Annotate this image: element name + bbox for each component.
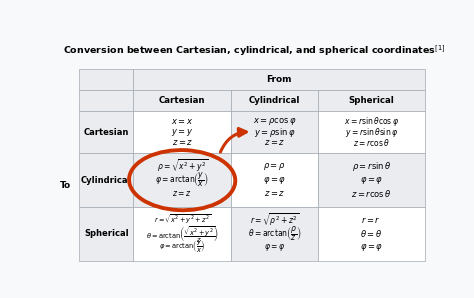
Bar: [133, 111, 231, 153]
Text: $x = \rho\cos\varphi$: $x = \rho\cos\varphi$: [253, 116, 296, 127]
Text: Cylindrical: Cylindrical: [249, 96, 300, 105]
Text: $\theta = \theta$: $\theta = \theta$: [360, 228, 383, 239]
Bar: [231, 111, 318, 153]
Text: $z = r\cos\theta$: $z = r\cos\theta$: [351, 188, 392, 199]
Bar: [231, 207, 318, 261]
Text: $\varphi = \varphi$: $\varphi = \varphi$: [360, 242, 383, 253]
Text: To: To: [60, 181, 71, 190]
Text: $r = \sqrt{x^2+y^2+z^2}$: $r = \sqrt{x^2+y^2+z^2}$: [154, 213, 211, 227]
Bar: [231, 90, 318, 111]
Text: Cylindrical: Cylindrical: [81, 176, 131, 185]
Bar: [231, 153, 318, 207]
Text: $\varphi = \varphi$: $\varphi = \varphi$: [263, 175, 286, 186]
Bar: [133, 69, 425, 90]
Text: $\rho = \sqrt{x^2+y^2}$: $\rho = \sqrt{x^2+y^2}$: [156, 158, 208, 176]
Text: $y = \rho\sin\varphi$: $y = \rho\sin\varphi$: [254, 126, 295, 139]
Text: $y = y$: $y = y$: [171, 127, 193, 138]
Text: $\varphi = \arctan\!\left(\dfrac{y}{x}\right)$: $\varphi = \arctan\!\left(\dfrac{y}{x}\r…: [155, 171, 209, 189]
Bar: [133, 207, 231, 261]
Bar: [80, 207, 133, 261]
Text: $\theta = \arctan\!\left(\dfrac{\sqrt{x^2+y^2}}{z}\right)$: $\theta = \arctan\!\left(\dfrac{\sqrt{x^…: [146, 224, 219, 244]
Text: $x = x$: $x = x$: [171, 117, 193, 126]
Text: Spherical: Spherical: [348, 96, 394, 105]
Bar: [318, 90, 425, 111]
Text: $\varphi = \varphi$: $\varphi = \varphi$: [360, 175, 383, 186]
Text: $r = \sqrt{\rho^2+z^2}$: $r = \sqrt{\rho^2+z^2}$: [250, 212, 299, 229]
Text: $z = r\cos\theta$: $z = r\cos\theta$: [353, 137, 390, 148]
Text: Cartesian: Cartesian: [159, 96, 205, 105]
Text: $x = r\sin\theta\cos\varphi$: $x = r\sin\theta\cos\varphi$: [344, 115, 399, 128]
Text: Cartesian: Cartesian: [83, 128, 129, 137]
Bar: [318, 153, 425, 207]
Bar: [318, 111, 425, 153]
Bar: [80, 153, 133, 207]
Text: $z = z$: $z = z$: [264, 189, 285, 198]
Text: $z = z$: $z = z$: [264, 138, 285, 147]
Text: $z = z$: $z = z$: [173, 189, 192, 198]
Text: $\varphi = \arctan\!\left(\dfrac{y}{x}\right)$: $\varphi = \arctan\!\left(\dfrac{y}{x}\r…: [159, 239, 205, 255]
Text: $y = r\sin\theta\sin\varphi$: $y = r\sin\theta\sin\varphi$: [345, 126, 398, 139]
Text: Conversion between Cartesian, cylindrical, and spherical coordinates$^{[1]}$: Conversion between Cartesian, cylindrica…: [63, 44, 445, 58]
Bar: [133, 90, 231, 111]
Text: $r = r$: $r = r$: [362, 215, 381, 225]
Text: Spherical: Spherical: [84, 229, 128, 238]
Text: From: From: [266, 75, 292, 84]
Bar: [80, 69, 133, 90]
Text: $z = z$: $z = z$: [172, 138, 193, 147]
Text: $\varphi = \varphi$: $\varphi = \varphi$: [264, 242, 285, 253]
Bar: [133, 153, 231, 207]
Text: $\rho = r\sin\theta$: $\rho = r\sin\theta$: [352, 160, 391, 173]
Bar: [80, 111, 133, 153]
Text: $\rho = \rho$: $\rho = \rho$: [263, 161, 286, 172]
Bar: [80, 90, 133, 111]
Text: $\theta = \arctan\!\left(\dfrac{\rho}{z}\right)$: $\theta = \arctan\!\left(\dfrac{\rho}{z}…: [248, 225, 301, 243]
Bar: [318, 207, 425, 261]
